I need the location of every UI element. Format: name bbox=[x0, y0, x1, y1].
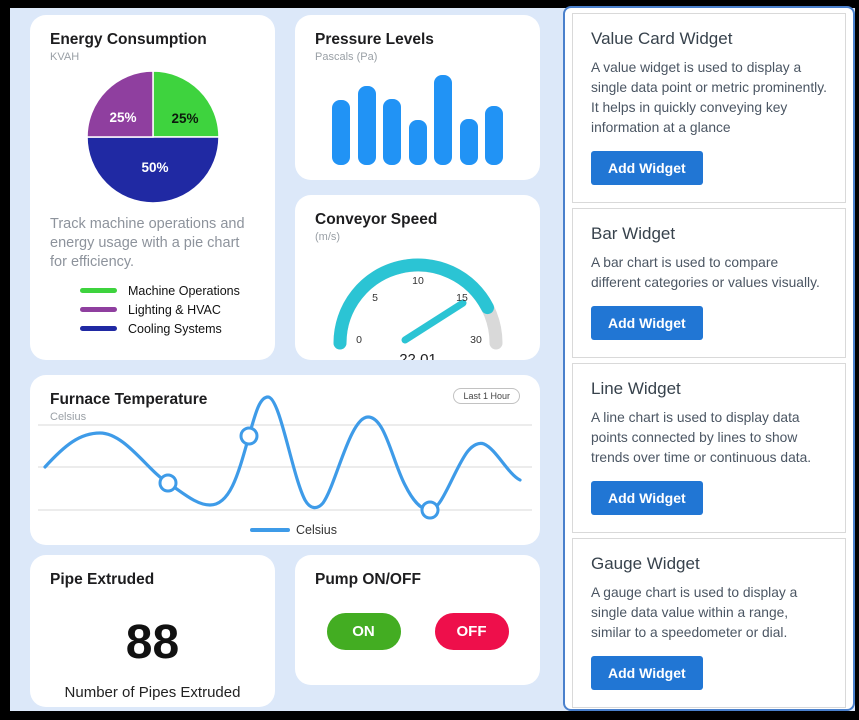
panel-item-description: A line chart is used to display data poi… bbox=[591, 410, 812, 465]
panel-item-title: Value Card Widget bbox=[591, 29, 733, 48]
add-value-card-widget-button[interactable]: Add Widget bbox=[591, 151, 703, 185]
add-gauge-widget-button[interactable]: Add Widget bbox=[591, 656, 703, 690]
panel-item-title: Line Widget bbox=[591, 379, 681, 398]
pressure-bar bbox=[434, 75, 452, 165]
pipe-extruded-widget: Pipe Extruded 88 Number of Pipes Extrude… bbox=[30, 555, 275, 707]
pump-on-button[interactable]: ON bbox=[326, 613, 401, 650]
data-point-marker bbox=[158, 473, 178, 493]
pressure-bars bbox=[332, 73, 503, 165]
gauge-value: 22.01 bbox=[399, 351, 437, 360]
legend-label: Celsius bbox=[296, 523, 337, 537]
pie-slice-machine-operations bbox=[151, 70, 220, 138]
widget-title: Pressure Levels bbox=[315, 31, 434, 48]
energy-consumption-widget: Energy Consumption KVAH 25% 25% 50% Trac… bbox=[30, 15, 275, 360]
pie-label-navy: 50% bbox=[141, 160, 168, 175]
pressure-bar bbox=[332, 100, 350, 165]
widget-title: Pump ON/OFF bbox=[315, 571, 421, 588]
pump-onoff-widget: Pump ON/OFF ON OFF bbox=[295, 555, 540, 685]
panel-item-bar-widget: Bar Widget A bar chart is used to compar… bbox=[572, 208, 846, 358]
panel-item-title: Bar Widget bbox=[591, 224, 676, 243]
pie-label-green: 25% bbox=[171, 111, 198, 126]
gauge-chart: 0 5 10 15 30 22.01 bbox=[333, 258, 502, 360]
pressure-bar bbox=[357, 86, 376, 165]
dashboard-canvas: Energy Consumption KVAH 25% 25% 50% Trac… bbox=[10, 6, 855, 711]
gauge-fill-arc bbox=[333, 258, 494, 350]
widget-title: Furnace Temperature bbox=[50, 391, 208, 408]
pie-label-purple: 25% bbox=[109, 110, 136, 125]
pump-off-button[interactable]: OFF bbox=[434, 613, 509, 650]
data-point-marker bbox=[239, 426, 259, 446]
widget-subtitle: (m/s) bbox=[315, 231, 341, 243]
time-range-badge[interactable]: Last 1 Hour bbox=[453, 388, 520, 404]
panel-item-description: A value widget is used to display a sing… bbox=[591, 60, 827, 135]
panel-item-title: Gauge Widget bbox=[591, 554, 700, 573]
pipes-count-label: Number of Pipes Extruded bbox=[64, 684, 241, 701]
panel-item-description: A bar chart is used to compare different… bbox=[591, 255, 820, 290]
add-bar-widget-button[interactable]: Add Widget bbox=[591, 306, 703, 340]
gauge-tick-0: 0 bbox=[356, 334, 362, 346]
conveyor-speed-widget: Conveyor Speed (m/s) 0 5 10 15 30 22.01 bbox=[295, 195, 540, 360]
widget-title: Energy Consumption bbox=[50, 31, 207, 48]
legend-swatch bbox=[80, 326, 117, 332]
pie-slice-cooling-systems bbox=[85, 136, 220, 204]
legend-label: Lighting & HVAC bbox=[128, 302, 221, 317]
data-point-marker bbox=[420, 500, 440, 520]
legend-item-machine-operations: Machine Operations bbox=[80, 284, 275, 298]
furnace-temperature-widget: Celsius Furnace Temperature Celsius Last… bbox=[30, 375, 540, 545]
pie-legend: Machine Operations Lighting & HVAC Cooli… bbox=[30, 284, 275, 336]
pressure-bar bbox=[383, 99, 401, 165]
pressure-bar bbox=[459, 119, 478, 165]
widget-subtitle: KVAH bbox=[50, 51, 80, 63]
pressure-bar bbox=[485, 106, 503, 165]
legend-swatch bbox=[80, 307, 117, 313]
gauge-needle bbox=[401, 299, 466, 344]
panel-item-gauge-widget: Gauge Widget A gauge chart is used to di… bbox=[572, 538, 846, 708]
panel-item-description: A gauge chart is used to display a singl… bbox=[591, 585, 798, 640]
widget-description: Track machine operations and energy usag… bbox=[50, 216, 245, 270]
legend-item-lighting-hvac: Lighting & HVAC bbox=[80, 303, 275, 317]
legend-swatch bbox=[80, 288, 117, 294]
widget-title: Conveyor Speed bbox=[315, 211, 438, 228]
pressure-bar bbox=[408, 120, 427, 165]
pie-slice-lighting-hvac bbox=[85, 70, 154, 138]
gauge-tick-10: 10 bbox=[412, 275, 424, 287]
legend-item-cooling-systems: Cooling Systems bbox=[80, 322, 275, 336]
line-chart: Celsius bbox=[38, 395, 532, 537]
pie-chart: 25% 25% 50% bbox=[85, 70, 220, 204]
gauge-tick-5: 5 bbox=[372, 292, 378, 304]
gauge-tick-30: 30 bbox=[470, 334, 482, 346]
widget-title: Pipe Extruded bbox=[50, 571, 155, 588]
gauge-tick-15: 15 bbox=[456, 292, 468, 304]
legend-label: Cooling Systems bbox=[128, 321, 222, 336]
panel-item-line-widget: Line Widget A line chart is used to disp… bbox=[572, 363, 846, 533]
legend-label: Machine Operations bbox=[128, 283, 240, 298]
pressure-levels-widget: Pressure Levels Pascals (Pa) bbox=[295, 15, 540, 180]
widget-subtitle: Celsius bbox=[50, 411, 87, 423]
pipes-count: 88 bbox=[125, 616, 180, 669]
widget-library-panel[interactable]: Value Card Widget A value widget is used… bbox=[563, 6, 855, 711]
widget-subtitle: Pascals (Pa) bbox=[315, 51, 378, 63]
add-line-widget-button[interactable]: Add Widget bbox=[591, 481, 703, 515]
panel-item-value-card-widget: Value Card Widget A value widget is used… bbox=[572, 13, 846, 203]
